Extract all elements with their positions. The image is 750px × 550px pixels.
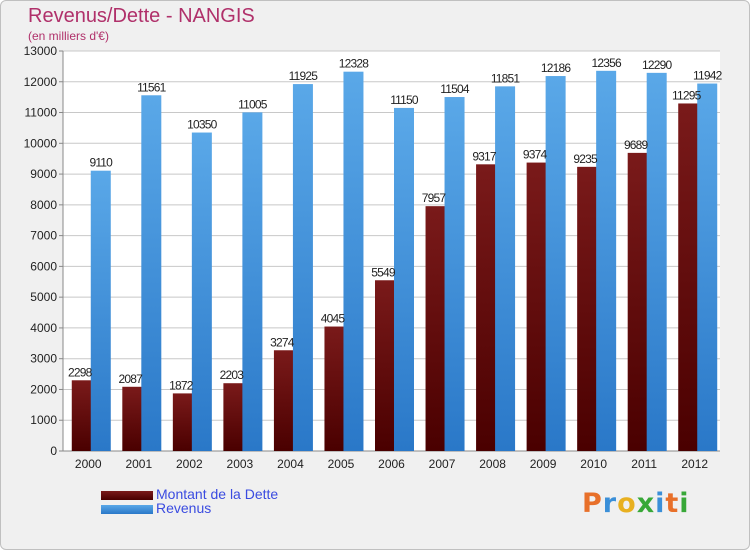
y-tick-label: 0	[50, 444, 57, 458]
bar-revenue	[141, 95, 162, 452]
data-label-debt: 5549	[371, 265, 396, 279]
x-tick-label: 2007	[429, 457, 456, 471]
bar-debt	[172, 393, 193, 451]
bar-revenue	[343, 71, 364, 451]
bar-revenue	[444, 97, 465, 452]
bar-revenue	[90, 170, 111, 451]
bar-debt	[324, 326, 345, 451]
data-label-revenue: 11504	[440, 82, 470, 96]
y-tick-label: 10000	[24, 136, 58, 150]
logo-letter: x	[636, 488, 656, 519]
x-tick-label: 2011	[631, 457, 657, 471]
x-tick-label: 2002	[176, 457, 203, 471]
bar-debt	[476, 164, 497, 452]
bar-debt	[122, 386, 143, 451]
proxiti-logo: Proxiti	[582, 488, 690, 519]
legend-label-debt: Montant de la Dette	[156, 486, 279, 502]
data-label-debt: 4045	[321, 312, 346, 326]
x-tick-label: 2004	[277, 457, 304, 471]
data-label-revenue: 12328	[339, 57, 369, 71]
data-label-debt: 9374	[523, 148, 548, 162]
bar-revenue	[596, 70, 617, 452]
x-tick-label: 2010	[580, 457, 607, 471]
bar-debt	[577, 166, 598, 451]
data-label-revenue: 9110	[89, 156, 113, 170]
data-label-debt: 2298	[68, 365, 93, 379]
data-label-debt: 3274	[270, 335, 295, 349]
bar-debt	[627, 152, 648, 451]
logo-letter: r	[602, 488, 618, 519]
x-tick-label: 2009	[530, 457, 557, 471]
bar-revenue	[545, 76, 566, 452]
x-tick-label: 2005	[328, 457, 355, 471]
bar-debt	[375, 280, 395, 451]
y-tick-label: 7000	[30, 229, 57, 243]
data-label-debt: 7957	[422, 191, 447, 205]
data-label-debt: 9235	[573, 152, 598, 166]
chart-subtitle: (en milliers d'€)	[28, 29, 109, 43]
data-label-debt: 11295	[672, 88, 702, 102]
bar-debt	[223, 383, 244, 451]
y-tick-label: 1000	[30, 413, 57, 427]
bar-revenue	[242, 112, 263, 451]
y-tick-label: 9000	[30, 167, 57, 181]
y-tick-label: 2000	[30, 382, 57, 396]
bar-debt	[678, 103, 699, 451]
y-tick-label: 13000	[24, 44, 58, 58]
bar-debt	[273, 350, 294, 451]
y-tick-label: 11000	[25, 106, 58, 120]
y-tick-label: 8000	[30, 198, 57, 212]
legend-swatch-debt	[101, 491, 153, 500]
logo-letter: t	[665, 488, 680, 519]
data-label-revenue: 12290	[642, 58, 672, 72]
bar-revenue	[191, 132, 212, 452]
logo-letter: o	[617, 488, 637, 519]
y-tick-label: 6000	[30, 259, 57, 273]
data-label-debt: 9689	[624, 138, 649, 152]
bar-revenue	[292, 84, 313, 452]
y-tick-label: 5000	[30, 290, 57, 304]
y-tick-label: 4000	[30, 321, 57, 335]
data-label-revenue: 11561	[137, 80, 167, 94]
legend-label-revenue: Revenus	[156, 500, 212, 516]
data-label-revenue: 10350	[187, 118, 217, 132]
data-label-revenue: 11150	[390, 93, 419, 107]
data-label-debt: 1872	[169, 378, 194, 392]
logo-letter: i	[679, 488, 690, 519]
x-tick-label: 2001	[125, 457, 152, 471]
logo-letter: P	[582, 488, 603, 519]
x-tick-label: 2003	[227, 457, 254, 471]
bar-debt	[425, 206, 446, 451]
data-label-revenue: 11005	[238, 97, 268, 111]
y-tick-label: 12000	[24, 75, 58, 89]
y-tick-label: 3000	[30, 352, 57, 366]
bar-revenue	[697, 83, 718, 452]
legend-swatch-revenue	[101, 505, 153, 514]
data-label-debt: 9317	[472, 149, 497, 163]
chart-title: Revenus/Dette - NANGIS	[28, 5, 255, 27]
x-tick-label: 2012	[681, 457, 708, 471]
bar-revenue	[495, 86, 516, 451]
bar-revenue	[394, 107, 414, 451]
data-label-revenue: 11925	[289, 69, 319, 83]
data-label-revenue: 11942	[693, 69, 723, 83]
data-label-debt: 2087	[119, 372, 144, 386]
logo-letter: i	[655, 488, 666, 519]
bar-revenue	[646, 72, 667, 451]
x-tick-label: 2008	[479, 457, 506, 471]
x-tick-label: 2000	[75, 457, 102, 471]
data-label-revenue: 12186	[541, 61, 571, 75]
bar-debt	[71, 380, 92, 451]
data-label-debt: 2203	[220, 368, 245, 382]
data-label-revenue: 12356	[591, 56, 621, 70]
x-tick-label: 2006	[378, 457, 405, 471]
data-label-revenue: 11851	[491, 71, 521, 85]
bar-debt	[526, 162, 547, 452]
